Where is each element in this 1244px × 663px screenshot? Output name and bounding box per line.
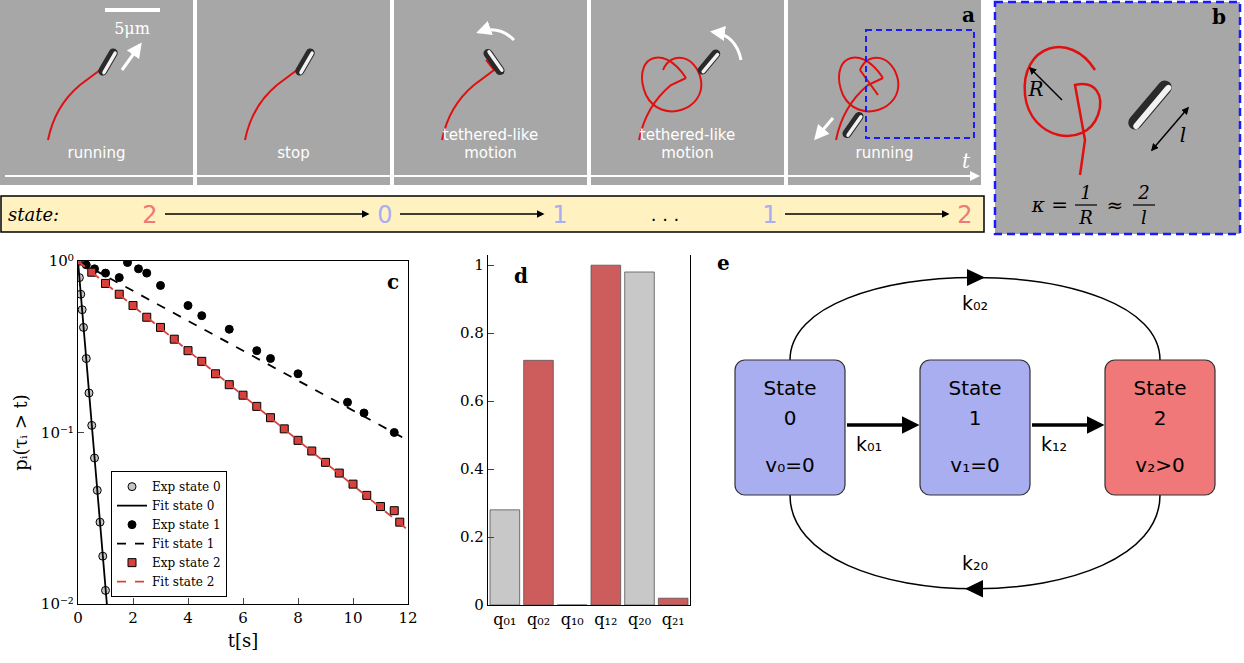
svg-text:c: c	[387, 270, 399, 294]
svg-text:1: 1	[1080, 182, 1091, 203]
svg-text:k₀₁: k₀₁	[856, 433, 882, 455]
svg-text:0.2: 0.2	[460, 528, 484, 546]
svg-text:q₀₂: q₀₂	[527, 610, 550, 629]
svg-text:q₂₀: q₂₀	[628, 610, 651, 629]
svg-text:Exp state 1: Exp state 1	[152, 518, 221, 532]
svg-text:10⁻¹: 10⁻¹	[41, 424, 74, 442]
svg-text:running: running	[68, 144, 126, 162]
svg-text:1: 1	[474, 256, 484, 274]
svg-text:0: 0	[73, 609, 83, 627]
svg-text:pᵢ(τᵢ > t): pᵢ(τᵢ > t)	[10, 394, 31, 471]
svg-text:Exp state 2: Exp state 2	[152, 556, 221, 570]
svg-text:≈: ≈	[1107, 193, 1124, 217]
svg-text:. . .: . . .	[651, 204, 680, 225]
svg-text:motion: motion	[464, 144, 517, 162]
svg-text:d: d	[514, 264, 528, 288]
svg-text:10⁻²: 10⁻²	[41, 595, 74, 613]
svg-text:q₁₂: q₁₂	[594, 610, 617, 629]
svg-text:q₁₀: q₁₀	[561, 610, 584, 629]
svg-text:2: 2	[128, 609, 138, 627]
svg-text:State: State	[949, 376, 1002, 400]
svg-text:k₀₂: k₀₂	[962, 292, 988, 314]
svg-text:10⁰: 10⁰	[49, 252, 74, 270]
svg-text:1: 1	[762, 201, 777, 229]
svg-text:state:: state:	[8, 204, 59, 225]
svg-text:2: 2	[1137, 182, 1149, 203]
svg-text:v₀=0: v₀=0	[765, 453, 814, 477]
svg-text:State: State	[764, 376, 817, 400]
svg-text:0: 0	[784, 406, 797, 430]
svg-text:tethered-like: tethered-like	[443, 126, 538, 144]
svg-text:10: 10	[343, 609, 362, 627]
svg-text:0.4: 0.4	[460, 460, 484, 478]
svg-text:v₂>0: v₂>0	[1135, 453, 1184, 477]
svg-text:stop: stop	[277, 144, 309, 162]
svg-text:0: 0	[377, 201, 392, 229]
svg-text:k₂₀: k₂₀	[962, 552, 988, 574]
svg-text:2: 2	[957, 201, 972, 229]
svg-text:Fit state 2: Fit state 2	[152, 575, 214, 589]
svg-text:1: 1	[969, 406, 982, 430]
svg-text:t[s]: t[s]	[228, 630, 259, 651]
svg-text:8: 8	[293, 609, 303, 627]
svg-text:a: a	[962, 3, 975, 27]
svg-text:k₁₂: k₁₂	[1041, 433, 1067, 455]
svg-text:4: 4	[183, 609, 193, 627]
svg-text:Exp state 0: Exp state 0	[152, 480, 221, 494]
svg-text:q₀₁: q₀₁	[493, 610, 516, 629]
svg-text:q₂₁: q₂₁	[662, 610, 685, 629]
svg-text:v₁=0: v₁=0	[950, 453, 999, 477]
svg-text:2: 2	[142, 201, 157, 229]
svg-text:l: l	[1180, 123, 1186, 147]
svg-text:l: l	[1141, 207, 1147, 228]
svg-text:5μm: 5μm	[114, 19, 150, 38]
svg-text:R: R	[1027, 77, 1043, 101]
svg-text:e: e	[717, 251, 730, 275]
svg-text:motion: motion	[661, 144, 714, 162]
svg-text:0: 0	[474, 596, 484, 614]
svg-text:Fit state 1: Fit state 1	[152, 537, 214, 551]
svg-text:t: t	[962, 149, 971, 173]
svg-text:Fit state 0: Fit state 0	[152, 499, 214, 513]
svg-text:0.8: 0.8	[460, 324, 484, 342]
svg-text:2: 2	[1154, 406, 1167, 430]
svg-text:R: R	[1078, 207, 1093, 228]
svg-text:0.6: 0.6	[460, 392, 484, 410]
svg-text:1: 1	[552, 201, 567, 229]
svg-text:State: State	[1134, 376, 1187, 400]
svg-text:6: 6	[238, 609, 248, 627]
svg-text:tethered-like: tethered-like	[640, 126, 735, 144]
svg-text:b: b	[1212, 5, 1226, 29]
svg-text:κ =: κ =	[1031, 193, 1068, 217]
svg-text:running: running	[856, 144, 914, 162]
svg-text:12: 12	[398, 609, 417, 627]
